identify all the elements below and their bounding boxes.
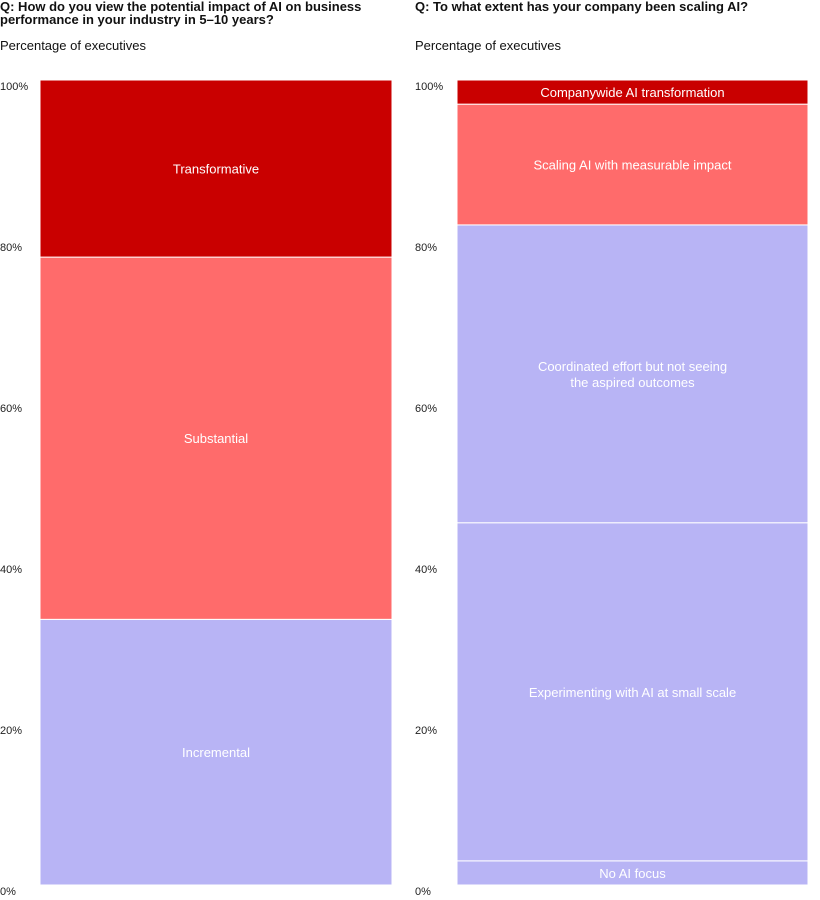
y-tick-label: 20% [0,725,22,737]
segment-label-line: Transformative [173,162,259,177]
y-tick-label: 80% [0,242,22,254]
segment-label-line: the aspired outcomes [570,375,695,390]
y-tick-label: 60% [415,403,437,415]
y-tick-label: 40% [0,564,22,576]
segment-label: Coordinated effort but not seeing the asp… [538,359,727,390]
stacked-bar-chart-scaling: 0% 20% 40% 60% 80% 100% No AI focus Experimenti… [415,79,809,898]
bar-segment [456,224,809,524]
chart-panel-scaling: Q: To what extent has your company been … [415,0,820,900]
bar-segment [456,103,809,226]
segment-label-line: Substantial [184,431,248,446]
y-tick-label: 100% [0,81,28,93]
y-tick-label: 0% [0,886,16,898]
segment-label: No AI focus [599,866,666,881]
segment-label-line: Scaling AI with measurable impact [534,158,732,173]
chart-title: Q: To what extent has your company been … [415,0,749,14]
y-tick-label: 80% [415,242,437,254]
chart-title: Q: How do you view the potential impact … [0,0,362,27]
bar-segment [39,79,393,258]
segment-label: Companywide AI transformation [540,85,724,100]
bar-segment [39,256,393,620]
bar-segment [456,79,809,105]
segment-label-line: Incremental [182,745,250,760]
y-tick-label: 100% [415,81,443,93]
y-tick-label: 40% [415,564,437,576]
chart-subtitle: Percentage of executives [0,38,146,53]
segment-label-line: Coordinated effort but not seeing [538,359,727,374]
segment-label-line: Companywide AI transformation [540,85,724,100]
bar-segment [456,860,809,886]
bar-segment [456,522,809,862]
y-tick-label: 60% [0,403,22,415]
segment-label-line: Experimenting with AI at small scale [529,685,736,700]
y-tick-label: 20% [415,725,437,737]
segment-label: Experimenting with AI at small scale [529,685,736,700]
segment-label: Transformative [173,162,259,177]
segment-label: Scaling AI with measurable impact [534,158,732,173]
y-tick-label: 0% [415,886,431,898]
bar-segment [39,618,393,886]
chart-subtitle: Percentage of executives [415,38,561,53]
segment-label-line: No AI focus [599,866,666,881]
segment-label: Incremental [182,745,250,760]
stacked-bar-chart-impact: 0% 20% 40% 60% 80% 100% Incremental Substantial… [0,79,393,898]
segment-label: Substantial [184,431,248,446]
chart-panel-impact: Q: How do you view the potential impact … [0,0,400,900]
